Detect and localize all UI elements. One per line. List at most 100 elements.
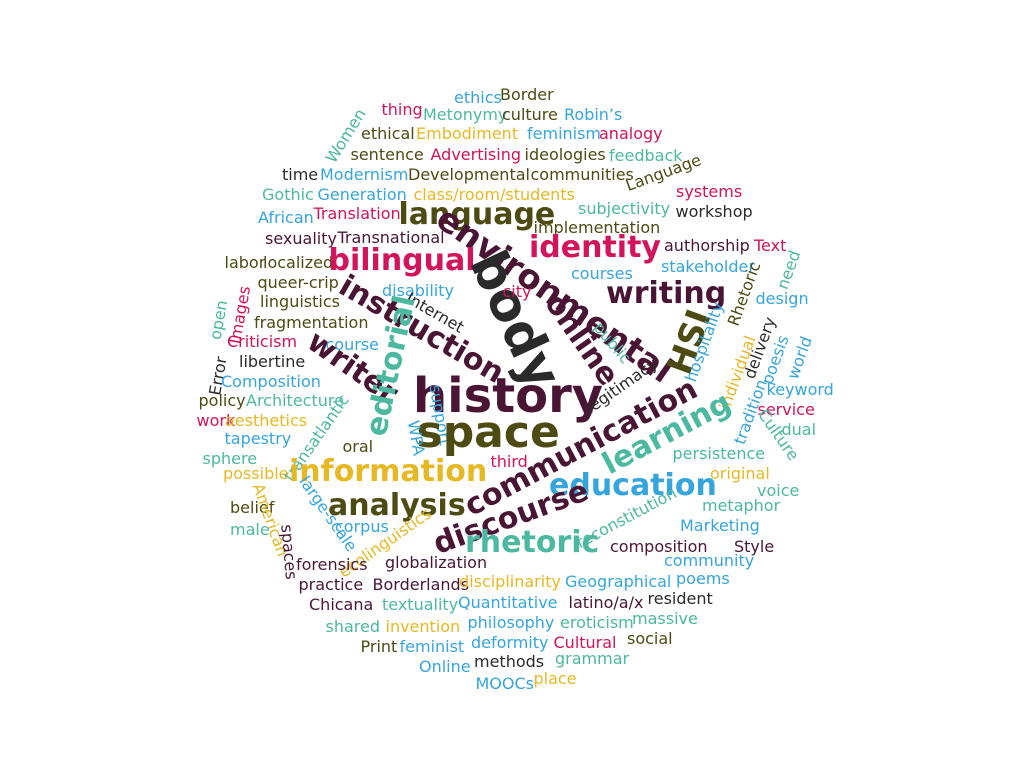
word-online: Online — [419, 657, 471, 676]
word-gothic: Gothic — [262, 185, 314, 204]
word-metaphor: metaphor — [702, 496, 781, 515]
word-possible: possible — [223, 464, 289, 483]
word-analogy: analogy — [599, 124, 663, 143]
word-work: work — [196, 411, 236, 430]
word-keyword: keyword — [766, 380, 834, 399]
word-sphere: sphere — [202, 449, 258, 468]
word-information: information — [289, 454, 488, 489]
word-aesthetics: aesthetics — [225, 411, 308, 430]
word-african: African — [258, 208, 314, 227]
word-communities: communities — [530, 165, 634, 184]
word-sexuality: sexuality — [265, 229, 337, 248]
word-philosophy: philosophy — [467, 613, 555, 632]
word-feminism: feminism — [527, 124, 602, 143]
word-labor: labor — [224, 253, 266, 272]
word-chicana: Chicana — [309, 595, 374, 614]
word-poems: poems — [676, 569, 730, 588]
word-place: place — [533, 669, 577, 688]
word-persistence: persistence — [672, 444, 766, 463]
word-third: third — [490, 452, 528, 471]
word-language: language — [398, 197, 556, 232]
word-print: Print — [360, 637, 398, 656]
word-disability: disability — [382, 281, 454, 300]
word-text: Text — [754, 236, 787, 255]
word-border: Border — [500, 85, 554, 104]
word-advertising: Advertising — [430, 145, 522, 164]
word-composition: composition — [610, 537, 708, 556]
word-embodiment: Embodiment — [416, 124, 519, 143]
word-composition: Composition — [221, 372, 321, 391]
word-invention: invention — [385, 617, 461, 636]
word-sentence: sentence — [350, 145, 424, 164]
word-authorship: authorship — [664, 236, 750, 255]
word-marketing: Marketing — [680, 516, 760, 535]
word-disciplinarity: disciplinarity — [459, 572, 561, 591]
word-class-room-students: class/room/students — [413, 185, 575, 204]
word-borderlands: Borderlands — [372, 575, 470, 594]
word-stakeholder: stakeholder — [661, 257, 755, 276]
word-style: Style — [734, 537, 775, 556]
word-geographical: Geographical — [565, 572, 672, 591]
word-textuality: textuality — [382, 595, 459, 614]
word-robin-s: Robin’s — [564, 105, 623, 124]
word-ideologies: ideologies — [524, 145, 606, 164]
word-quantitative: Quantitative — [458, 593, 558, 612]
word-time: time — [282, 165, 319, 184]
word-architecture: Architecture — [246, 391, 344, 410]
word-methods: methods — [474, 652, 545, 671]
word-feedback: feedback — [609, 146, 683, 165]
word-original: original — [710, 464, 770, 483]
word-corpus: corpus — [335, 517, 389, 536]
word-metonymy: Metonymy — [423, 105, 508, 124]
word-culture: culture — [502, 105, 558, 124]
word-service: service — [757, 400, 815, 419]
word-subjectivity: subjectivity — [578, 199, 671, 218]
word-wpa: WPA — [403, 418, 429, 457]
word-libertine: libertine — [239, 352, 306, 371]
word-localized: localized — [263, 253, 334, 272]
word-identity: identity — [529, 230, 661, 265]
word-globalization: globalization — [385, 553, 488, 572]
word-voice: voice — [757, 481, 800, 500]
word-resident: resident — [647, 589, 713, 608]
word-social: social — [627, 629, 673, 648]
word-courses: courses — [571, 264, 633, 283]
word-writing: writing — [606, 276, 727, 311]
word-thing: thing — [381, 100, 423, 119]
word-feminist: feminist — [399, 637, 465, 656]
word-generation: Generation — [317, 185, 407, 204]
word-linguistics: linguistics — [260, 292, 340, 311]
word-city: city — [502, 282, 532, 301]
word-space: space — [416, 407, 560, 458]
word-design: design — [755, 289, 809, 308]
word-dual: dual — [781, 420, 817, 439]
word-belief: belief — [230, 498, 275, 517]
word-transnational: Transnational — [337, 228, 445, 247]
word-education: education — [549, 468, 717, 503]
word-massive: massive — [632, 609, 698, 628]
word-translation: Translation — [313, 204, 401, 223]
word-course: course — [325, 335, 379, 354]
word-ethics: ethics — [454, 88, 502, 107]
word-latino-a-x: latino/a/x — [568, 593, 644, 612]
word-eroticism: eroticism — [560, 613, 634, 632]
word-forensics: forensics — [296, 555, 368, 574]
word-tapestry: tapestry — [224, 429, 292, 448]
word-implementation: implementation — [533, 218, 661, 237]
word-history: history — [413, 368, 604, 424]
word-community: community — [664, 551, 755, 570]
word-rhetoric: rhetoric — [465, 525, 600, 560]
word-analysis: analysis — [328, 488, 466, 523]
word-practice: practice — [298, 575, 364, 594]
word-workshop: workshop — [675, 202, 753, 221]
word-policy: policy — [198, 391, 246, 410]
word-male: male — [230, 520, 270, 539]
word-oral: oral — [342, 437, 374, 456]
word-deformity: deformity — [471, 633, 549, 652]
word-systems: systems — [676, 182, 743, 201]
word-bilingual: bilingual — [328, 243, 476, 278]
word-developmental: Developmental — [408, 165, 530, 184]
word-ethical: ethical — [361, 124, 415, 143]
word-cultural: Cultural — [553, 633, 617, 652]
